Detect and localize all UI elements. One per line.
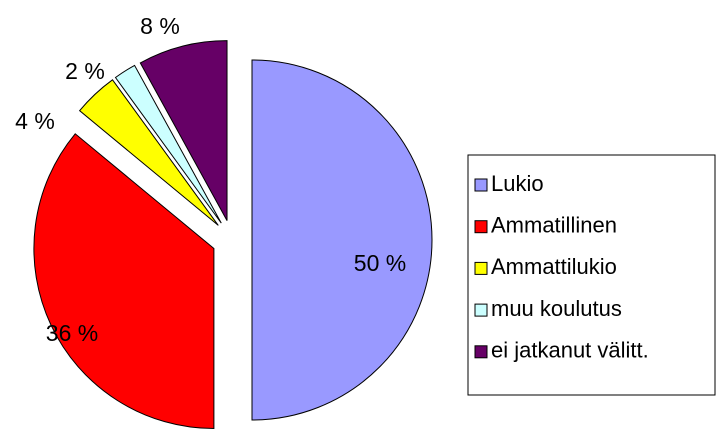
legend-swatch [474,178,488,192]
legend-swatch [474,220,488,234]
pie-slice [139,40,228,221]
legend: Lukio Ammatillinen Ammattilukio muu koulutu… [474,171,649,363]
pie-slice [251,59,433,421]
legend-swatch [474,345,488,359]
pie-slice [114,64,222,224]
legend-label: Lukio [491,171,544,196]
data-label: 4 % [15,108,55,134]
pie-slice [33,133,215,430]
legend-swatch [474,261,488,275]
data-label: 36 % [46,320,98,346]
data-label: 2 % [65,58,105,84]
data-label: 8 % [140,13,180,39]
legend-label: Ammatillinen [491,213,617,238]
legend-label: Ammattilukio [491,254,617,279]
data-label: 50 % [354,250,406,276]
legend-box [467,154,716,396]
legend-label: ei jatkanut välitt. [491,338,649,363]
legend-label: muu koulutus [491,296,622,321]
legend-swatch [474,303,488,317]
pie-slice [78,79,219,226]
